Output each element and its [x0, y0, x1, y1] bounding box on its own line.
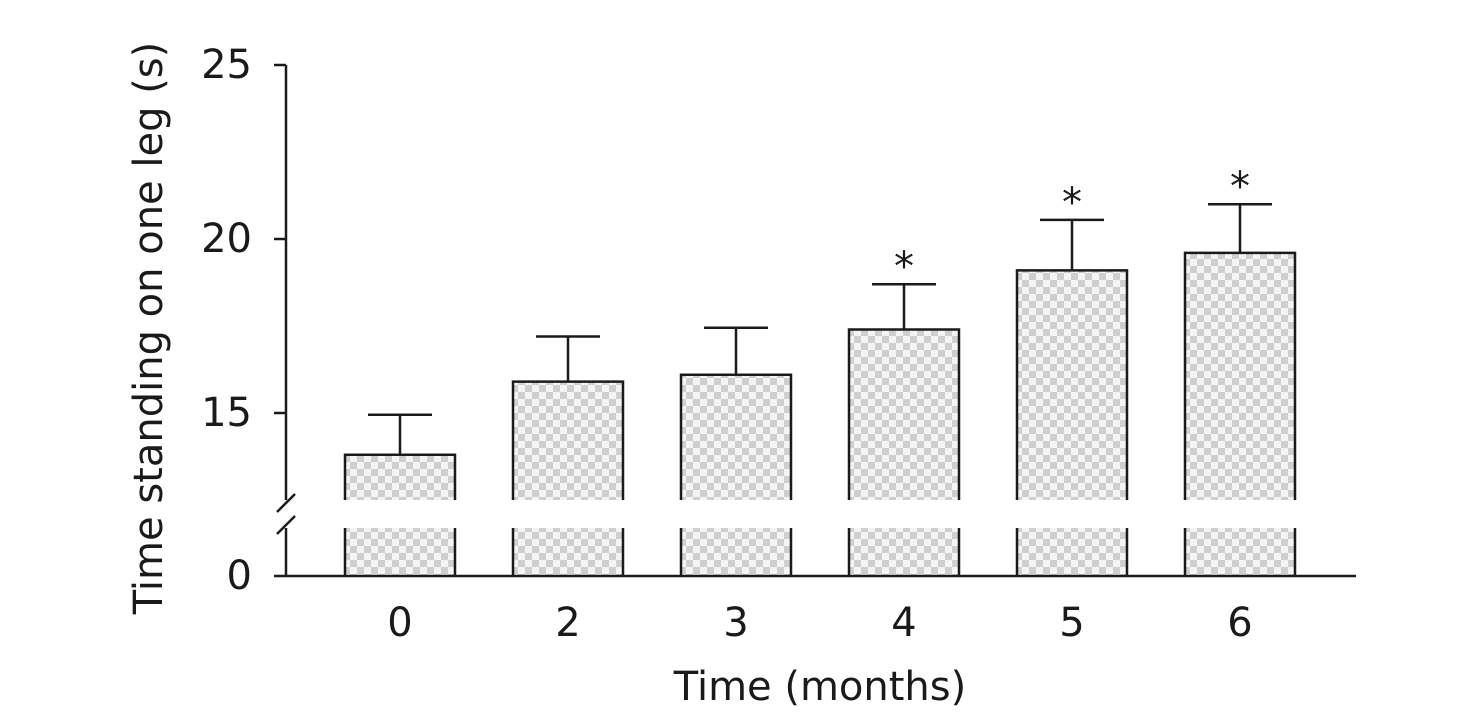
y-tick-label-25: 25: [201, 42, 252, 88]
bar-upper-fill: [1185, 252, 1295, 500]
x-tick-labels: 0 2 3 4 5 6: [387, 600, 1252, 646]
bar-lower-fill: [1017, 528, 1127, 576]
bar-lower-fill: [681, 528, 791, 576]
bar-3: [679, 326, 793, 576]
bar-upper-fill: [1017, 270, 1127, 500]
bar-2: [511, 335, 625, 576]
bar-upper-fill: [345, 454, 455, 500]
bar-lower-fill: [345, 528, 455, 576]
bar-6: *: [1183, 164, 1297, 576]
significance-star: *: [894, 244, 914, 290]
bar-upper-fill: [513, 381, 623, 500]
bar-upper-fill: [849, 329, 959, 500]
x-tick-label-0: 0: [387, 600, 412, 646]
axis-break-mark-1: [276, 493, 296, 513]
bar-lower-outline: [847, 528, 961, 576]
bar-lower-fill: [513, 528, 623, 576]
bar-lower-outline: [343, 528, 457, 576]
x-tick-label-2: 2: [555, 600, 580, 646]
y-tick-label-20: 20: [201, 216, 252, 262]
bar-5: *: [1015, 180, 1129, 576]
x-tick-label-6: 6: [1227, 600, 1252, 646]
significance-star: *: [1062, 180, 1082, 226]
bar-4: *: [847, 244, 961, 576]
bar-upper-fill: [681, 374, 791, 500]
bar-0: [343, 413, 457, 576]
bars-group: * * *: [343, 164, 1297, 576]
bar-lower-outline: [679, 528, 793, 576]
axis-break-mark-2: [276, 515, 296, 535]
y-tick-label-15: 15: [201, 390, 252, 436]
bar-lower-outline: [1183, 528, 1297, 576]
x-tick-label-3: 3: [723, 600, 748, 646]
x-axis-label: Time (months): [673, 664, 966, 710]
x-tick-label-5: 5: [1059, 600, 1084, 646]
y-axis-label: Time standing on one leg (s): [126, 42, 172, 616]
bar-lower-outline: [511, 528, 625, 576]
y-tick-label-0: 0: [227, 553, 252, 599]
x-tick-label-4: 4: [891, 600, 916, 646]
bar-lower-fill: [849, 528, 959, 576]
bar-lower-fill: [1185, 528, 1295, 576]
bar-lower-outline: [1015, 528, 1129, 576]
significance-star: *: [1230, 164, 1250, 210]
